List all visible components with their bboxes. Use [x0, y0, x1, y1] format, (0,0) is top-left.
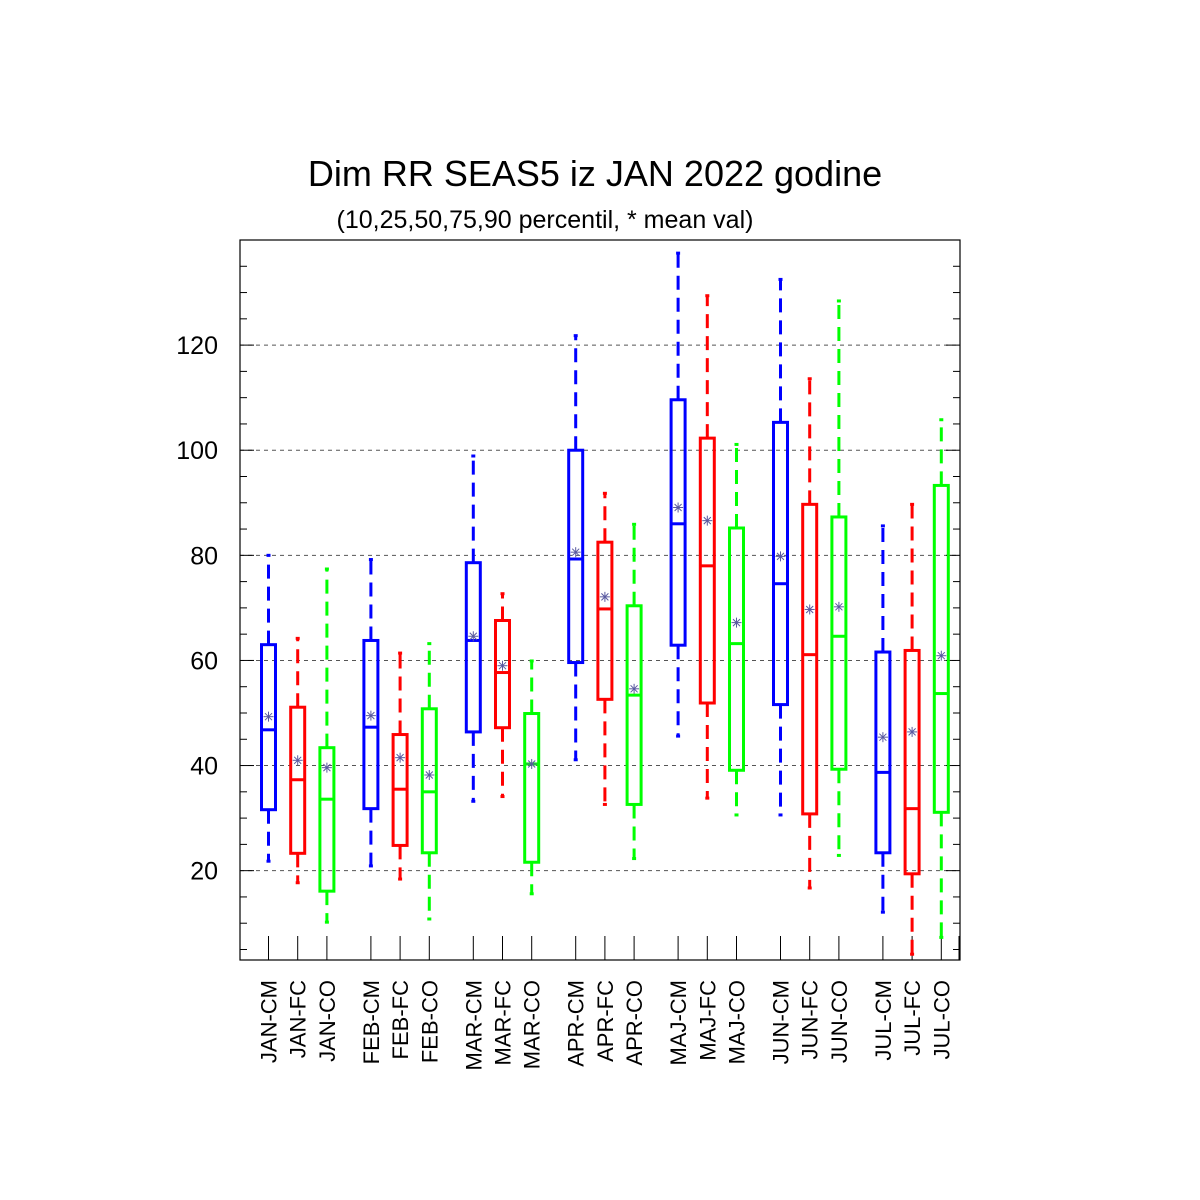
x-tick-label: JUL-FC — [900, 980, 925, 1056]
mean-marker — [293, 756, 302, 765]
box-iqr — [874, 650, 892, 855]
y-tick-label: 100 — [176, 437, 218, 465]
mean-marker — [601, 592, 609, 601]
x-tick-label: MAJ-CM — [666, 980, 691, 1066]
y-tick-label: 20 — [190, 858, 218, 886]
chart-title: Dim RR SEAS5 iz JAN 2022 godine — [308, 153, 882, 194]
axes — [240, 265, 960, 960]
box-iqr — [567, 448, 585, 665]
x-tick-label: JUL-CM — [871, 980, 896, 1061]
box-iqr — [728, 526, 745, 772]
mean-marker — [879, 733, 887, 742]
y-tick-label: 80 — [190, 542, 218, 570]
x-tick-label: APR-CM — [564, 980, 589, 1067]
x-tick-label: FEB-CO — [417, 980, 442, 1063]
plot-frame — [239, 239, 961, 961]
mean-marker — [937, 651, 946, 660]
box-iqr — [830, 515, 848, 771]
mean-marker — [527, 760, 536, 768]
box-iqr — [464, 561, 482, 734]
x-tick-label: MAR-CO — [520, 980, 545, 1069]
x-tick-label: JUN-FC — [798, 980, 823, 1060]
x-tick-label: JAN-FC — [286, 980, 311, 1058]
box-iqr — [801, 502, 819, 816]
x-tick-label: JUN-CM — [769, 980, 794, 1064]
mean-marker — [630, 684, 638, 693]
mean-marker — [908, 728, 916, 736]
mean-marker — [264, 712, 273, 721]
x-tick-label: JUN-CO — [827, 980, 852, 1063]
box-iqr — [260, 643, 277, 812]
mean-marker — [425, 771, 434, 779]
box-iqr — [625, 604, 643, 806]
x-tick-label: MAJ-CO — [725, 980, 750, 1064]
mean-marker — [835, 602, 843, 611]
box-iqr — [318, 746, 336, 893]
x-tick-label: JAN-CO — [315, 980, 340, 1062]
y-tick-label: 60 — [190, 647, 218, 675]
mean-marker — [674, 503, 682, 512]
mean-marker — [469, 632, 478, 641]
mean-marker — [732, 618, 741, 627]
x-tick-label: FEB-FC — [388, 980, 413, 1060]
mean-marker — [805, 605, 814, 614]
x-tick-label: JUL-CO — [929, 980, 954, 1059]
box-iqr — [932, 483, 950, 814]
y-tick-label: 40 — [190, 753, 218, 781]
mean-marker — [396, 753, 404, 762]
box-iqr — [698, 436, 716, 705]
boxes — [260, 251, 950, 956]
mean-marker — [703, 516, 712, 525]
x-tick-label: MAJ-FC — [695, 980, 720, 1061]
box-iqr — [420, 707, 438, 855]
box-iqr — [772, 420, 789, 707]
mean-marker — [367, 711, 375, 720]
gridlines — [240, 344, 960, 872]
x-tick-label: APR-FC — [593, 980, 618, 1062]
y-tick-label: 120 — [176, 332, 218, 360]
x-tick-label: JAN-CM — [257, 980, 282, 1063]
box-iqr — [523, 712, 541, 864]
mean-marker — [498, 661, 507, 670]
mean-marker — [571, 548, 580, 557]
x-tick-label: MAR-CM — [461, 980, 486, 1070]
x-tick-label: FEB-CM — [359, 980, 384, 1064]
box-iqr — [596, 540, 614, 701]
mean-marker — [776, 552, 785, 561]
box-iqr — [362, 638, 380, 811]
x-tick-label: APR-CO — [622, 980, 647, 1066]
x-tick-label: MAR-FC — [491, 980, 516, 1066]
chart-subtitle: (10,25,50,75,90 percentil, * mean val) — [337, 206, 754, 234]
box-iqr — [494, 618, 511, 730]
box-iqr — [903, 648, 921, 876]
mean-marker — [323, 763, 331, 772]
